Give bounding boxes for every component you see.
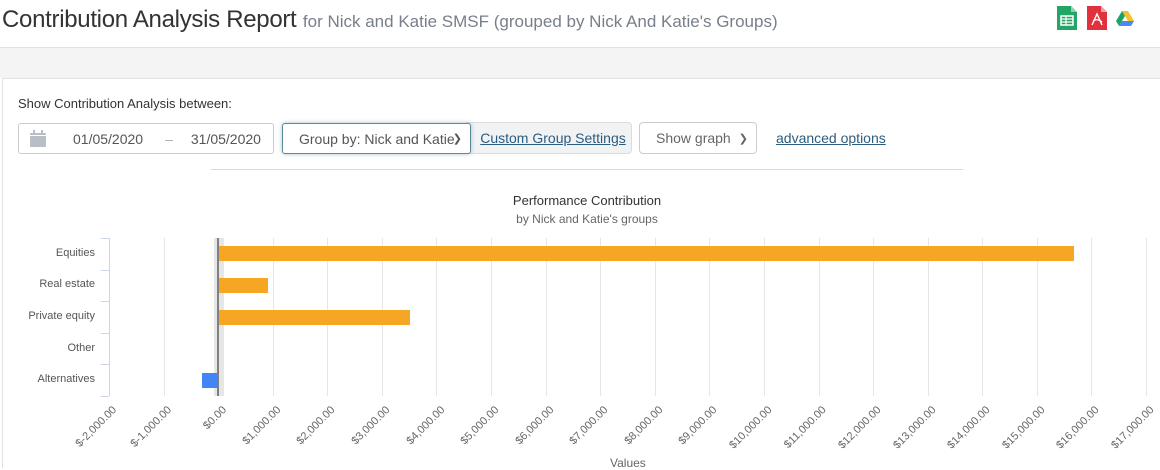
graph-select-value: Show graph — [656, 130, 731, 146]
x-axis-title: Values — [610, 456, 646, 470]
show-graph-select[interactable]: Show graph ❯ — [639, 122, 757, 154]
gridline — [163, 238, 165, 396]
date-separator: – — [165, 130, 173, 147]
chevron-down-icon: ❯ — [452, 133, 462, 145]
date-to[interactable]: 31/05/2020 — [190, 130, 261, 147]
report-subtitle: for Nick and Katie SMSF (grouped by Nick… — [302, 12, 778, 31]
gridline — [600, 238, 602, 396]
gridline — [763, 238, 765, 396]
gridline — [654, 238, 656, 396]
calendar-icon — [29, 129, 47, 148]
gridline — [1146, 238, 1147, 396]
date-range-picker[interactable]: 01/05/2020 – 31/05/2020 — [18, 123, 274, 154]
page-title: Contribution Analysis Report for Nick an… — [2, 6, 778, 34]
google-drive-icon[interactable] — [1116, 10, 1134, 26]
zero-line — [217, 238, 220, 396]
chart-title: Performance Contribution — [512, 193, 662, 208]
custom-group-settings-button[interactable]: Custom Group Settings — [466, 122, 632, 154]
bar-real-estate — [219, 277, 269, 293]
export-icons — [1056, 5, 1134, 31]
gridline — [1091, 238, 1093, 396]
divider — [211, 169, 963, 170]
y-tick — [101, 364, 109, 366]
gridline — [545, 238, 547, 396]
category-label: Real estate — [39, 278, 95, 291]
gridline — [927, 238, 929, 396]
y-tick — [101, 301, 109, 303]
chevron-down-icon: ❯ — [738, 133, 748, 145]
y-tick — [101, 238, 109, 239]
report-title: Contribution Analysis Report — [2, 6, 297, 33]
y-axis — [109, 238, 110, 396]
gridline — [436, 238, 438, 396]
date-from[interactable]: 01/05/2020 — [73, 130, 144, 147]
category-label: Private equity — [28, 310, 95, 322]
chart-subtitle: by Nick and Katie's groups — [516, 212, 658, 226]
gridline — [982, 238, 984, 396]
toolbar-band — [0, 48, 1160, 78]
bar-alternatives — [202, 372, 219, 388]
y-tick — [101, 332, 109, 334]
advanced-options-link[interactable]: advanced options — [776, 130, 886, 146]
y-tick — [101, 396, 109, 397]
pdf-icon[interactable] — [1086, 5, 1108, 31]
date-range-label: Show Contribution Analysis between: — [18, 96, 232, 111]
y-tick — [101, 269, 109, 271]
gridline — [873, 238, 875, 396]
gridline — [491, 238, 493, 396]
bar-equities — [219, 246, 1075, 262]
gridline — [709, 238, 711, 396]
category-label: Equities — [55, 246, 95, 259]
report-header: Contribution Analysis Report for Nick an… — [0, 0, 1160, 48]
gridline — [1036, 238, 1038, 396]
group-by-value: Group by: Nick and Katie — [299, 130, 455, 147]
category-label: Other — [67, 341, 95, 354]
category-label: Alternatives — [37, 373, 95, 386]
gridline — [818, 238, 820, 396]
bar-private-equity — [219, 309, 410, 325]
google-sheets-icon[interactable] — [1056, 5, 1078, 31]
group-by-select[interactable]: Group by: Nick and Katie ❯ — [282, 123, 471, 154]
